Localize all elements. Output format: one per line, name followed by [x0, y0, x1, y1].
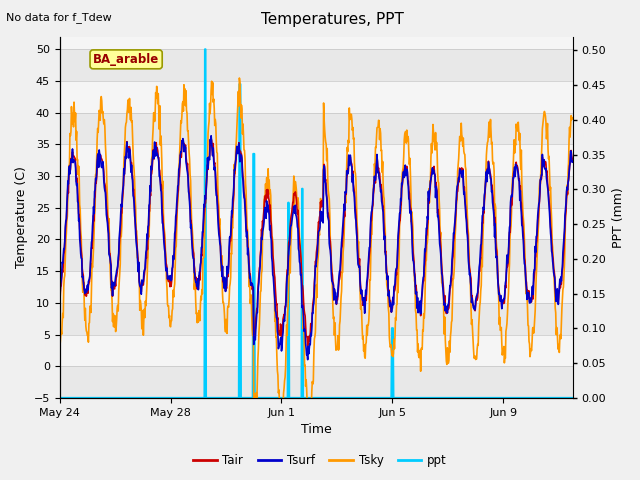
Bar: [60, 81, 573, 113]
Bar: [60, 303, 573, 335]
Y-axis label: PPT (mm): PPT (mm): [612, 187, 625, 248]
Bar: [60, 49, 573, 81]
X-axis label: Time: Time: [301, 423, 332, 436]
Bar: [60, 335, 573, 366]
Legend: Tair, Tsurf, Tsky, ppt: Tair, Tsurf, Tsky, ppt: [188, 449, 452, 472]
Text: Temperatures, PPT: Temperatures, PPT: [261, 12, 404, 27]
Text: No data for f_Tdew: No data for f_Tdew: [6, 12, 112, 23]
Bar: [60, 144, 573, 176]
Bar: [60, 113, 573, 144]
Bar: [60, 176, 573, 208]
Text: BA_arable: BA_arable: [93, 53, 159, 66]
Bar: [60, 366, 573, 398]
Bar: [60, 240, 573, 271]
Bar: [60, 18, 573, 49]
Y-axis label: Temperature (C): Temperature (C): [15, 167, 28, 268]
Bar: [60, 208, 573, 240]
Bar: [60, 271, 573, 303]
